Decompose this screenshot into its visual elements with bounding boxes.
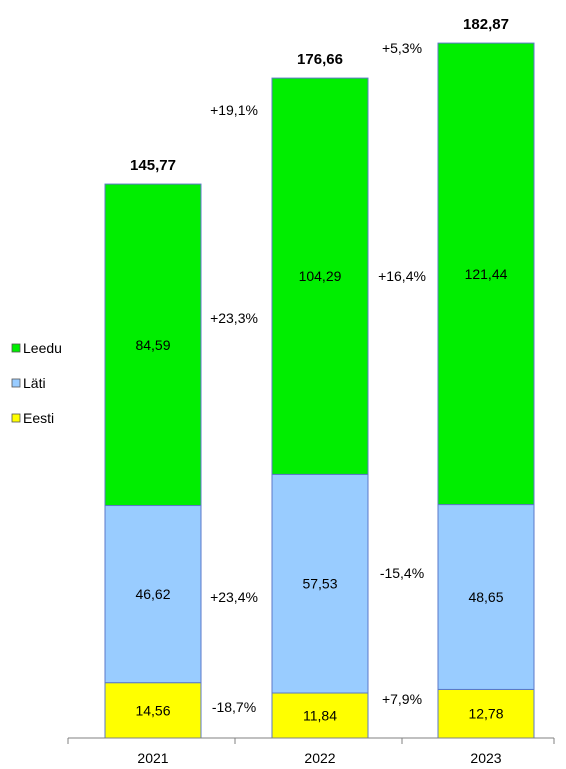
legend-swatch-läti <box>11 378 21 388</box>
data-label-läti-2021: 46,62 <box>135 586 170 602</box>
change-label-total-2: +5,3% <box>382 40 422 56</box>
data-label-leedu-2023: 121,44 <box>465 266 508 282</box>
legend-label-läti: Läti <box>23 375 46 391</box>
legend: Leedu Läti Eesti <box>11 340 62 426</box>
legend-item-leedu: Leedu <box>11 340 62 356</box>
total-label-2022: 176,66 <box>297 51 343 68</box>
legend-label-eesti: Eesti <box>23 410 54 426</box>
change-label-leedu-1: +23,3% <box>210 310 258 326</box>
bar-2022: 11,84 57,53 104,29 176,66 <box>271 51 369 739</box>
legend-swatch-eesti <box>11 413 21 423</box>
x-tick-label-2023: 2023 <box>470 750 501 766</box>
change-label-eesti-1: -18,7% <box>212 699 256 715</box>
x-tick-label-2021: 2021 <box>137 750 168 766</box>
data-label-eesti-2022: 11,84 <box>303 708 337 724</box>
data-label-läti-2022: 57,53 <box>302 576 337 592</box>
bar-2021: 14,56 46,62 84,59 145,77 <box>104 157 202 739</box>
bar-segment-leedu-2022 <box>271 77 369 475</box>
change-label-läti-1: +23,4% <box>210 589 258 605</box>
bar-segment-läti-2022 <box>271 473 369 694</box>
legend-item-läti: Läti <box>11 375 46 391</box>
bar-2023: 12,78 48,65 121,44 182,87 <box>437 16 535 739</box>
data-label-leedu-2021: 84,59 <box>135 337 170 353</box>
change-label-leedu-2: +16,4% <box>378 268 426 284</box>
data-label-eesti-2021: 14,56 <box>135 702 170 718</box>
legend-label-leedu: Leedu <box>23 340 62 356</box>
bar-segment-eesti-2022 <box>271 692 369 739</box>
legend-item-eesti: Eesti <box>11 410 54 426</box>
bars-layer: 14,56 46,62 84,59 145,77 11,84 57,53 104,29 176… <box>104 16 535 739</box>
change-label-eesti-2: +7,9% <box>382 691 422 707</box>
total-label-2023: 182,87 <box>463 16 509 33</box>
bar-segment-eesti-2021 <box>104 682 202 739</box>
bar-segment-läti-2021 <box>104 505 202 684</box>
legend-swatch-leedu <box>11 343 21 353</box>
x-tick-label-2022: 2022 <box>304 750 335 766</box>
bar-segment-läti-2023 <box>437 504 535 690</box>
total-label-2021: 145,77 <box>130 157 176 174</box>
data-label-leedu-2022: 104,29 <box>299 268 342 284</box>
x-axis: 2021 2022 2023 <box>67 737 555 766</box>
change-label-total-1: +19,1% <box>210 102 258 118</box>
change-label-läti-2: -15,4% <box>380 565 424 581</box>
data-label-läti-2023: 48,65 <box>468 589 503 605</box>
change-labels-layer: -18,7% +7,9% +23,4% -15,4% +23,3% +16,4% +19,1… <box>210 40 426 715</box>
bar-segment-leedu-2021 <box>104 183 202 507</box>
bar-segment-leedu-2023 <box>437 42 535 506</box>
data-label-eesti-2023: 12,78 <box>468 706 503 722</box>
